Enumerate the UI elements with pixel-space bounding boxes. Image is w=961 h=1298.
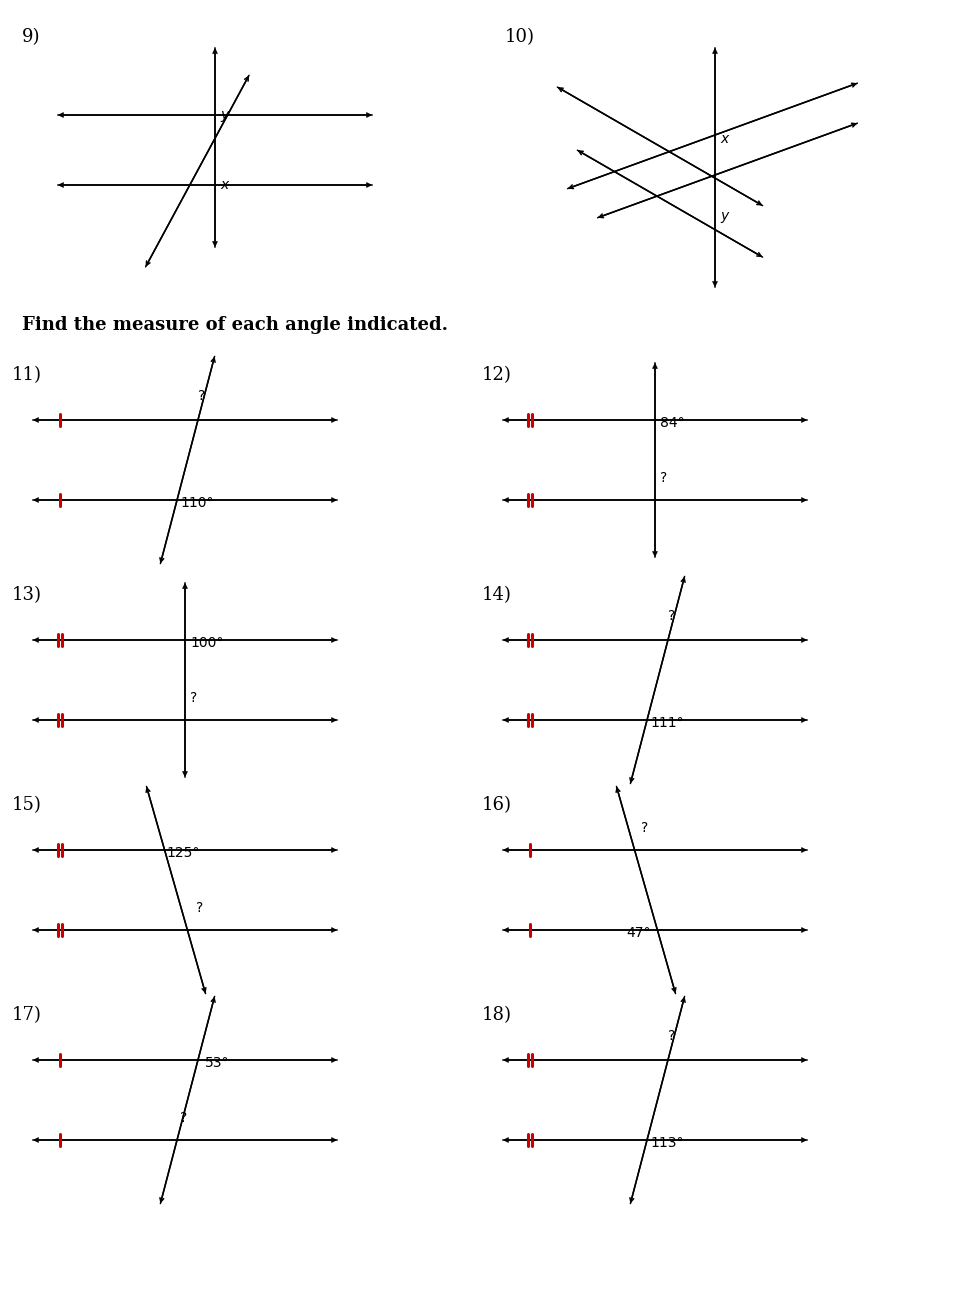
Text: 110°: 110° bbox=[180, 496, 213, 510]
Text: 11): 11) bbox=[12, 366, 42, 384]
Text: 84°: 84° bbox=[660, 415, 684, 430]
Text: x: x bbox=[220, 178, 229, 192]
Text: y: y bbox=[220, 108, 229, 122]
Text: ?: ? bbox=[668, 1029, 676, 1044]
Text: 53°: 53° bbox=[205, 1057, 230, 1070]
Text: 113°: 113° bbox=[650, 1136, 683, 1150]
Text: 9): 9) bbox=[22, 29, 40, 45]
Text: ?: ? bbox=[660, 471, 667, 485]
Text: ?: ? bbox=[641, 822, 649, 835]
Text: ?: ? bbox=[198, 389, 206, 402]
Text: ?: ? bbox=[196, 901, 203, 915]
Text: ?: ? bbox=[668, 609, 676, 623]
Text: 18): 18) bbox=[482, 1006, 512, 1024]
Text: 16): 16) bbox=[482, 796, 512, 814]
Text: 100°: 100° bbox=[190, 636, 223, 650]
Text: y: y bbox=[720, 209, 728, 223]
Text: x: x bbox=[720, 132, 728, 145]
Text: 125°: 125° bbox=[166, 846, 199, 861]
Text: 10): 10) bbox=[505, 29, 535, 45]
Text: 47°: 47° bbox=[626, 925, 651, 940]
Text: 111°: 111° bbox=[650, 716, 683, 729]
Text: 14): 14) bbox=[482, 585, 512, 604]
Text: 12): 12) bbox=[482, 366, 512, 384]
Text: 17): 17) bbox=[12, 1006, 42, 1024]
Text: ?: ? bbox=[190, 691, 197, 705]
Text: ?: ? bbox=[180, 1111, 187, 1125]
Text: 13): 13) bbox=[12, 585, 42, 604]
Text: 15): 15) bbox=[12, 796, 42, 814]
Text: Find the measure of each angle indicated.: Find the measure of each angle indicated… bbox=[22, 315, 448, 334]
